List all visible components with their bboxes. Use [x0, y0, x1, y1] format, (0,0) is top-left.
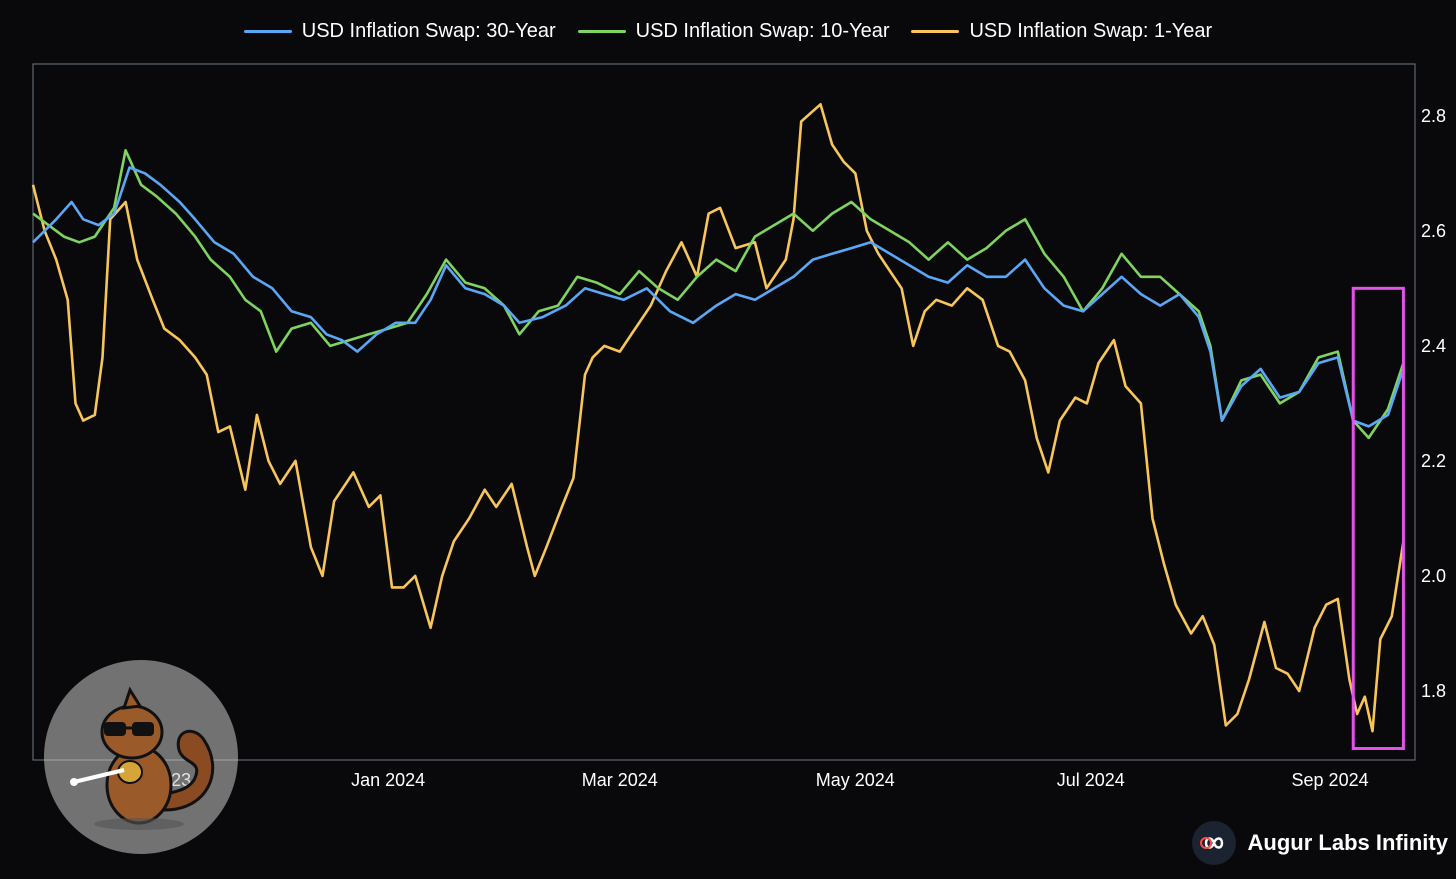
legend-item-1y[interactable]: USD Inflation Swap: 1-Year	[911, 20, 1212, 43]
brand: Augur Labs Infinity	[1191, 821, 1448, 865]
brand-name: Augur Labs Infinity	[1247, 830, 1448, 855]
x-tick-label: May 2024	[816, 770, 895, 790]
series-layer	[31, 103, 1405, 733]
legend-item-10y[interactable]: USD Inflation Swap: 10-Year	[577, 20, 890, 43]
x-tick-label: Mar 2024	[582, 770, 658, 790]
legend-swatch-1y	[911, 30, 960, 33]
plot-border	[32, 63, 1416, 761]
highlight-box	[1351, 286, 1405, 750]
series-line-1	[32, 149, 1405, 440]
infinity-icon	[1191, 821, 1236, 865]
y-tick-label: 2.6	[1421, 221, 1446, 241]
x-tick-label: Sep 2024	[1292, 770, 1369, 790]
y-tick-label: 2.8	[1421, 106, 1446, 126]
legend-label-1y: USD Inflation Swap: 1-Year	[969, 20, 1213, 42]
legend-label-30y: USD Inflation Swap: 30-Year	[301, 20, 556, 42]
y-tick-label: 2.2	[1421, 451, 1446, 471]
y-tick-label: 2.0	[1421, 566, 1446, 586]
squirrel-sunglasses-icon	[70, 686, 215, 830]
x-tick-label: Jan 2024	[351, 770, 425, 790]
legend-swatch-30y	[243, 30, 292, 33]
legend-swatch-10y	[577, 30, 626, 33]
avatar	[44, 660, 238, 854]
x-tick-label: Jul 2024	[1057, 770, 1125, 790]
y-axis: 1.8 2.0 2.2 2.4 2.6 2.8	[1421, 106, 1446, 701]
legend-label-10y: USD Inflation Swap: 10-Year	[635, 20, 890, 42]
legend: USD Inflation Swap: 30-Year USD Inflatio…	[0, 20, 1456, 43]
legend-item-30y[interactable]: USD Inflation Swap: 30-Year	[243, 20, 556, 43]
y-tick-label: 2.4	[1421, 336, 1446, 356]
y-tick-label: 1.8	[1421, 681, 1446, 701]
series-line-0	[32, 166, 1405, 428]
series-line-2	[31, 103, 1405, 733]
